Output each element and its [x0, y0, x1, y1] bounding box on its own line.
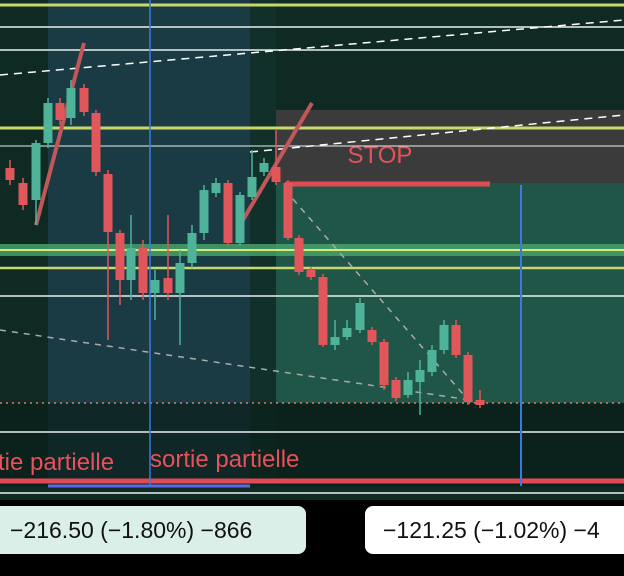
candle-body: [283, 183, 293, 238]
price-chart: STOP tie partielle sortie partielle: [0, 0, 624, 500]
candle-body: [439, 325, 449, 350]
candle-body: [403, 380, 413, 395]
pnl-badge: −216.50 (−1.80%) −866: [0, 506, 306, 554]
exit-label: tie partielle: [0, 449, 114, 476]
candle-body: [211, 183, 221, 193]
candle-body: [318, 277, 328, 345]
candle-body: [367, 330, 377, 342]
candle-body: [247, 177, 257, 197]
candle-body: [103, 174, 113, 232]
candle-body: [91, 113, 101, 172]
candle-body: [451, 325, 461, 355]
trend-line: [0, 19, 624, 76]
candle-body: [235, 195, 245, 243]
candle-body: [5, 168, 15, 180]
candle-body: [187, 233, 197, 263]
exit-label: sortie partielle: [150, 446, 299, 473]
candle-body: [66, 88, 76, 118]
candle-body: [138, 248, 148, 293]
candle-body: [427, 350, 437, 372]
candle-body: [199, 190, 209, 233]
candle-body: [163, 278, 173, 293]
candle-body: [18, 183, 28, 205]
candle-body: [79, 88, 89, 112]
candle-body: [55, 103, 65, 120]
candle-body: [379, 342, 389, 385]
levels: [0, 0, 624, 494]
target-zone: [276, 183, 624, 403]
candle-body: [415, 370, 425, 382]
candles: [5, 80, 485, 415]
candle-body: [43, 103, 53, 143]
candle-body: [150, 280, 160, 293]
trend-stroke: [34, 42, 86, 226]
stop-label: STOP: [348, 142, 413, 169]
candle-body: [475, 400, 485, 405]
candle-body: [330, 337, 340, 345]
candle-body: [271, 167, 281, 182]
candle-body: [355, 303, 365, 330]
candle-body: [126, 248, 136, 280]
candle-body: [306, 270, 316, 277]
candle-body: [223, 183, 233, 243]
candle-body: [463, 355, 473, 402]
candle-body: [31, 143, 41, 200]
candle-body: [294, 238, 304, 272]
candle-body: [115, 233, 125, 280]
candle-body: [391, 380, 401, 398]
candle-body: [342, 328, 352, 337]
candle-body: [175, 263, 185, 293]
pnl-badge: −121.25 (−1.02%) −4: [365, 506, 624, 554]
candle-body: [259, 163, 269, 172]
trend-line: [249, 114, 624, 153]
